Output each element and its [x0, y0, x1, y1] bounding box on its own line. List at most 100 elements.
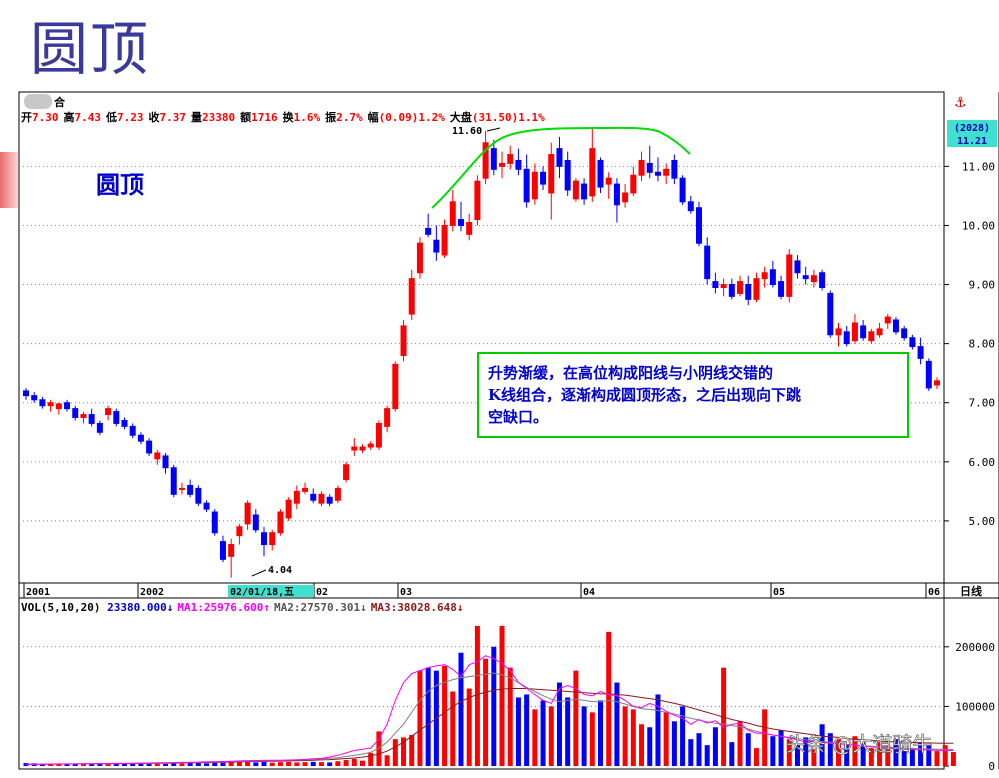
candle-fill: [868, 331, 874, 341]
y-tick-label: 10.00: [962, 219, 995, 232]
volume-bar: [926, 745, 932, 766]
candle: [146, 438, 153, 456]
vol-tick-label: 200000: [955, 641, 995, 654]
candlestick-series: [23, 127, 940, 578]
x-tick-label: 05: [773, 587, 785, 598]
candle: [474, 175, 481, 226]
quote-value: 1.6%: [294, 111, 321, 124]
volume-bar: [401, 737, 407, 766]
candle-body: [909, 337, 916, 348]
candle: [121, 417, 128, 430]
candle: [769, 260, 776, 288]
candle: [589, 127, 596, 202]
candle-body: [901, 328, 908, 339]
candle: [302, 482, 309, 495]
candle-fill: [450, 201, 456, 226]
candle-fill: [573, 181, 579, 199]
candle: [457, 201, 464, 232]
candle-body: [860, 325, 867, 339]
stock-name: 合: [54, 95, 66, 109]
candle: [359, 444, 366, 453]
candle-body: [794, 260, 801, 274]
volume-bar: [647, 727, 653, 766]
candle: [170, 464, 177, 498]
candle: [523, 154, 530, 208]
quote-label: 开: [21, 111, 32, 124]
anchor-icon[interactable]: ⚓: [954, 95, 967, 111]
candle: [80, 411, 87, 424]
candle: [556, 136, 563, 179]
quote-label: 收: [149, 110, 160, 124]
candle: [318, 491, 325, 507]
volume-bar: [893, 739, 899, 766]
pattern-label: 圆顶: [96, 170, 144, 199]
volume-header: VOL(5,10,20) 23380.000↓ MA1:25976.600↑ MA2…: [21, 601, 463, 614]
volume-bar: [310, 761, 316, 766]
candle: [490, 139, 497, 176]
volume-bar: [327, 762, 333, 766]
candle-body: [597, 159, 604, 188]
candle-body: [187, 484, 194, 495]
annotation-line: 空缺口。: [488, 408, 548, 426]
candle-fill: [507, 154, 513, 164]
volume-bar: [573, 670, 579, 766]
candle-fill: [852, 322, 858, 341]
candle: [154, 450, 161, 465]
candle: [901, 325, 908, 341]
stock-name-mask: [24, 94, 52, 109]
quote-label: 量: [191, 111, 202, 124]
volume-bar: [154, 763, 160, 766]
candle-fill: [811, 275, 817, 282]
candle: [819, 269, 826, 291]
candle-fill: [351, 447, 357, 450]
volume-bar: [548, 706, 554, 766]
candle: [860, 320, 867, 341]
candle-body: [712, 281, 719, 289]
volume-bar: [466, 688, 472, 766]
candle: [392, 361, 399, 412]
candle-fill: [409, 278, 415, 315]
candle: [64, 399, 71, 412]
volume-bar: [794, 745, 800, 766]
candle: [934, 377, 940, 390]
candle-fill: [589, 148, 595, 196]
volume-bar: [245, 761, 251, 766]
volume-bar: [729, 742, 735, 766]
candle-fill: [277, 512, 283, 533]
candle: [868, 328, 875, 344]
candle: [425, 213, 432, 238]
candle: [745, 275, 752, 306]
candle: [408, 269, 415, 320]
candle-fill: [483, 142, 489, 179]
candle-fill: [721, 284, 727, 288]
quote-value: (31.50)1.1%: [472, 111, 545, 124]
candle-fill: [236, 526, 242, 536]
candle-body: [23, 390, 29, 397]
volume-bar: [39, 763, 45, 766]
volume-bar: [606, 631, 612, 766]
volume-bar: [581, 706, 587, 766]
candle-body: [113, 411, 120, 424]
volume-bar: [885, 745, 891, 766]
volume-bar: [318, 762, 324, 766]
volume-bar: [556, 682, 562, 766]
volume-bar: [130, 763, 136, 766]
quote-value: 1716: [251, 111, 278, 124]
candle-body: [490, 148, 497, 170]
vol-ma2: MA2:27570.301↓: [274, 601, 367, 614]
candle: [55, 402, 62, 415]
candle: [449, 190, 456, 232]
candle: [851, 314, 858, 344]
candle: [827, 290, 834, 338]
volume-bar: [934, 751, 940, 766]
low-marker-label: 4.04: [268, 565, 292, 576]
volume-bar: [236, 760, 242, 766]
candle: [597, 157, 604, 193]
volume-bar: [474, 625, 480, 766]
volume-bar: [105, 763, 111, 766]
candle-fill: [401, 325, 407, 356]
candle-fill: [294, 491, 300, 504]
candle-body: [925, 360, 932, 389]
candle: [88, 408, 95, 427]
